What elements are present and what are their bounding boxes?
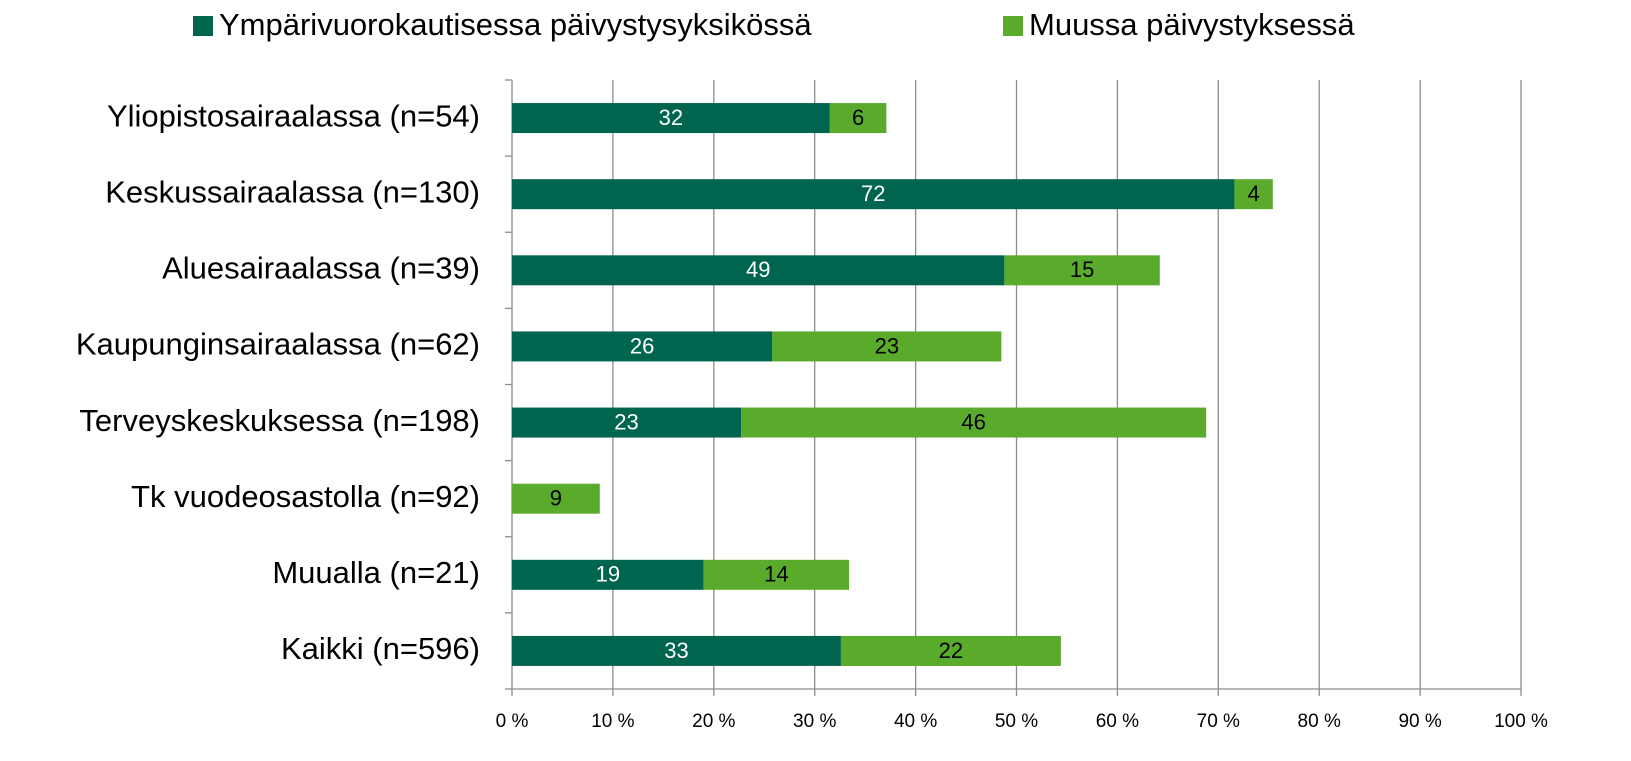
x-tick-label: 100 % bbox=[1494, 711, 1548, 732]
category-label: Tk vuodeosastolla (n=92) bbox=[131, 479, 480, 514]
bar-segment bbox=[1234, 179, 1273, 210]
data-label: 32 bbox=[659, 105, 683, 130]
legend-swatch bbox=[1003, 16, 1023, 36]
x-tick-label: 30 % bbox=[793, 711, 836, 732]
x-tick-label: 70 % bbox=[1197, 711, 1240, 732]
data-label: 26 bbox=[630, 333, 654, 358]
bar-segment bbox=[512, 255, 1005, 286]
bar-segment bbox=[741, 407, 1207, 438]
legend-swatch bbox=[193, 16, 213, 36]
x-tick-label: 10 % bbox=[591, 711, 634, 732]
category-label: Kaikki (n=596) bbox=[281, 631, 480, 666]
x-tick-label: 0 % bbox=[496, 711, 529, 732]
data-label: 9 bbox=[550, 486, 562, 511]
data-label: 33 bbox=[664, 638, 688, 663]
x-tick-label: 80 % bbox=[1298, 711, 1341, 732]
x-tick-label: 20 % bbox=[692, 711, 735, 732]
bar-segment bbox=[703, 559, 850, 590]
category-label: Keskussairaalassa (n=130) bbox=[105, 174, 480, 209]
data-label: 6 bbox=[852, 105, 864, 130]
data-label: 4 bbox=[1247, 181, 1259, 206]
bar-segment bbox=[512, 103, 830, 134]
data-label: 23 bbox=[614, 409, 638, 434]
data-label: 19 bbox=[596, 562, 620, 587]
bar-segment bbox=[840, 635, 1061, 666]
category-label: Yliopistosairaalassa (n=54) bbox=[107, 98, 480, 133]
bar-segment bbox=[1004, 255, 1160, 286]
data-label: 14 bbox=[764, 562, 788, 587]
data-label: 22 bbox=[939, 638, 963, 663]
bar-segment bbox=[512, 483, 600, 514]
category-label: Terveyskeskuksessa (n=198) bbox=[79, 403, 480, 438]
bar-segment bbox=[772, 331, 1002, 362]
category-label: Kaupunginsairaalassa (n=62) bbox=[76, 327, 480, 362]
x-tick-label: 40 % bbox=[894, 711, 937, 732]
data-label: 23 bbox=[875, 333, 899, 358]
bar-segment bbox=[512, 179, 1235, 210]
legend-label: Muussa päivystyksessä bbox=[1029, 7, 1355, 42]
data-label: 49 bbox=[746, 257, 770, 282]
data-label: 46 bbox=[961, 409, 985, 434]
x-tick-label: 90 % bbox=[1398, 711, 1441, 732]
x-tick-label: 60 % bbox=[1096, 711, 1139, 732]
category-label: Aluesairaalassa (n=39) bbox=[162, 251, 480, 286]
data-label: 15 bbox=[1070, 257, 1094, 282]
legend-label: Ympärivuorokautisessa päivystysyksikössä bbox=[219, 7, 812, 42]
bar-segment bbox=[512, 635, 841, 666]
data-label: 72 bbox=[861, 181, 885, 206]
bar-segment bbox=[512, 407, 742, 438]
category-label: Muualla (n=21) bbox=[272, 555, 480, 590]
x-tick-label: 50 % bbox=[995, 711, 1038, 732]
bar-segment bbox=[512, 559, 704, 590]
bar-segment bbox=[829, 103, 887, 134]
bar-segment bbox=[512, 331, 773, 362]
